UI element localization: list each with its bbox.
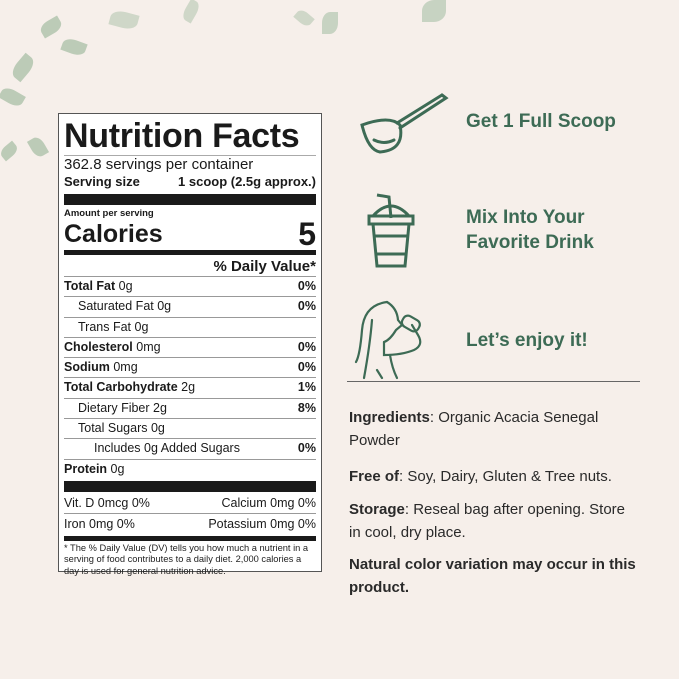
nutrient-label: Sodium	[64, 360, 110, 375]
daily-value-header: % Daily Value*	[213, 258, 316, 275]
nutrient-name: Includes 0g Added Sugars	[64, 439, 240, 458]
ingredients-label: Ingredients	[349, 409, 430, 426]
step-mix-line2: Favorite Drink	[466, 232, 594, 253]
color-variation-note: Natural color variation may occur in thi…	[349, 556, 636, 596]
divider-bar	[64, 194, 316, 205]
free-of: Free of: Soy, Dairy, Gluten & Tree nuts.	[349, 465, 649, 488]
nutrient-name: Total Fat 0g	[64, 277, 133, 296]
nutrient-name: Total Carbohydrate 2g	[64, 378, 195, 397]
section-divider	[347, 381, 640, 382]
nutrient-dv: 0%	[297, 299, 316, 314]
nutrient-name: Dietary Fiber 2g	[64, 399, 167, 418]
nutrient-label: Dietary Fiber 2g	[78, 400, 167, 415]
nutrient-dv: 0%	[297, 279, 316, 293]
iron: Iron 0mg 0%	[64, 516, 135, 531]
servings-per-container: 362.8 servings per container	[64, 156, 254, 173]
divider-bar	[64, 480, 316, 492]
woman-drinking-icon	[354, 300, 422, 380]
free-of-text: : Soy, Dairy, Gluten & Tree nuts.	[399, 468, 612, 485]
drink-cup-icon	[367, 193, 415, 268]
serving-size-label: Serving size	[64, 174, 140, 189]
nutrient-dv: 0%	[297, 441, 316, 456]
calories-label: Calories	[64, 220, 163, 248]
nutrient-name: Cholesterol 0mg	[64, 338, 161, 357]
divider-bar	[64, 250, 316, 255]
nutrient-dv: 0%	[297, 339, 316, 354]
calories-row: Calories 5	[64, 216, 316, 252]
step-mix-text: Mix Into Your Favorite Drink	[466, 205, 594, 255]
calcium: Calcium 0mg 0%	[221, 495, 316, 510]
storage-label: Storage	[349, 501, 405, 518]
nutrient-amount: 2g	[181, 380, 196, 395]
label-title: Nutrition Facts	[64, 117, 316, 156]
nutrient-amount: 0g	[110, 461, 125, 476]
nutrient-amount: 0mg	[136, 339, 161, 354]
nutrient-label: Saturated Fat 0g	[78, 299, 172, 314]
nutrient-dv: 1%	[297, 380, 316, 395]
nutrient-row: Dietary Fiber 2g 8%	[64, 397, 316, 418]
step-mix-line1: Mix Into Your	[466, 207, 585, 228]
nutrient-label: Total Carbohydrate	[64, 380, 178, 395]
nutrient-label: Total Fat	[64, 279, 116, 293]
step-enjoy-text: Let’s enjoy it!	[466, 330, 588, 351]
nutrient-label: Cholesterol	[64, 339, 133, 354]
vitamin-row: Vit. D 0mcg 0% Calcium 0mg 0%	[64, 493, 316, 513]
nutrient-name: Saturated Fat 0g	[64, 297, 171, 316]
vitamins: Vit. D 0mcg 0% Calcium 0mg 0% Iron 0mg 0%…	[64, 493, 316, 534]
ingredients: Ingredients: Organic Acacia Senegal Powd…	[349, 406, 649, 452]
nutrient-dv: 8%	[297, 400, 316, 415]
nutrient-name: Protein 0g	[64, 460, 124, 479]
calories-value: 5	[298, 216, 316, 252]
footnote: * The % Daily Value (DV) tells you how m…	[64, 542, 309, 576]
nutrient-row: Protein 0g	[64, 458, 316, 479]
nutrient-row: Trans Fat 0g	[64, 316, 316, 337]
nutrient-dv: 0%	[297, 360, 316, 375]
serving-size-value: 1 scoop (2.5g approx.)	[178, 174, 316, 189]
ingredients-text: : Organic Acacia Senegal Powder	[349, 409, 599, 449]
nutrient-row: Total Fat 0g 0%	[64, 276, 316, 296]
storage-text: : Reseal bag after opening. Store in coo…	[349, 501, 626, 541]
divider-bar	[64, 535, 316, 541]
nutrient-row: Sodium 0mg 0%	[64, 357, 316, 377]
scoop-icon	[360, 93, 449, 154]
nutrient-name: Total Sugars 0g	[64, 419, 165, 438]
storage: Storage: Reseal bag after opening. Store…	[349, 498, 634, 544]
nutrient-row: Total Sugars 0g	[64, 418, 316, 438]
nutrient-label: Total Sugars 0g	[78, 421, 165, 436]
serving-size: Serving size 1 scoop (2.5g approx.)	[64, 174, 316, 190]
nutrient-row: Saturated Fat 0g 0%	[64, 296, 316, 316]
nutrient-row: Includes 0g Added Sugars 0%	[64, 438, 316, 458]
step-scoop-text: Get 1 Full Scoop	[466, 111, 616, 132]
vitamin-row: Iron 0mg 0% Potassium 0mg 0%	[64, 512, 316, 534]
nutrient-label: Protein	[64, 461, 108, 476]
nutrient-name: Sodium 0mg	[64, 358, 138, 377]
nutrient-label: Includes 0g Added Sugars	[94, 441, 240, 456]
vitamin-d: Vit. D 0mcg 0%	[64, 495, 150, 510]
nutrient-amount: 0mg	[113, 360, 138, 375]
nutrient-label: Trans Fat 0g	[78, 319, 149, 334]
potassium: Potassium 0mg 0%	[208, 516, 316, 531]
nutrient-name: Trans Fat 0g	[64, 318, 148, 337]
nutrition-facts-label: Nutrition Facts 362.8 servings per conta…	[58, 113, 322, 576]
free-of-label: Free of	[349, 468, 400, 485]
nutrient-row: Total Carbohydrate 2g 1%	[64, 377, 316, 397]
amount-per-serving: Amount per serving	[64, 208, 154, 219]
nutrient-row: Cholesterol 0mg 0%	[64, 336, 316, 357]
nutrient-amount: 0g	[118, 279, 133, 293]
